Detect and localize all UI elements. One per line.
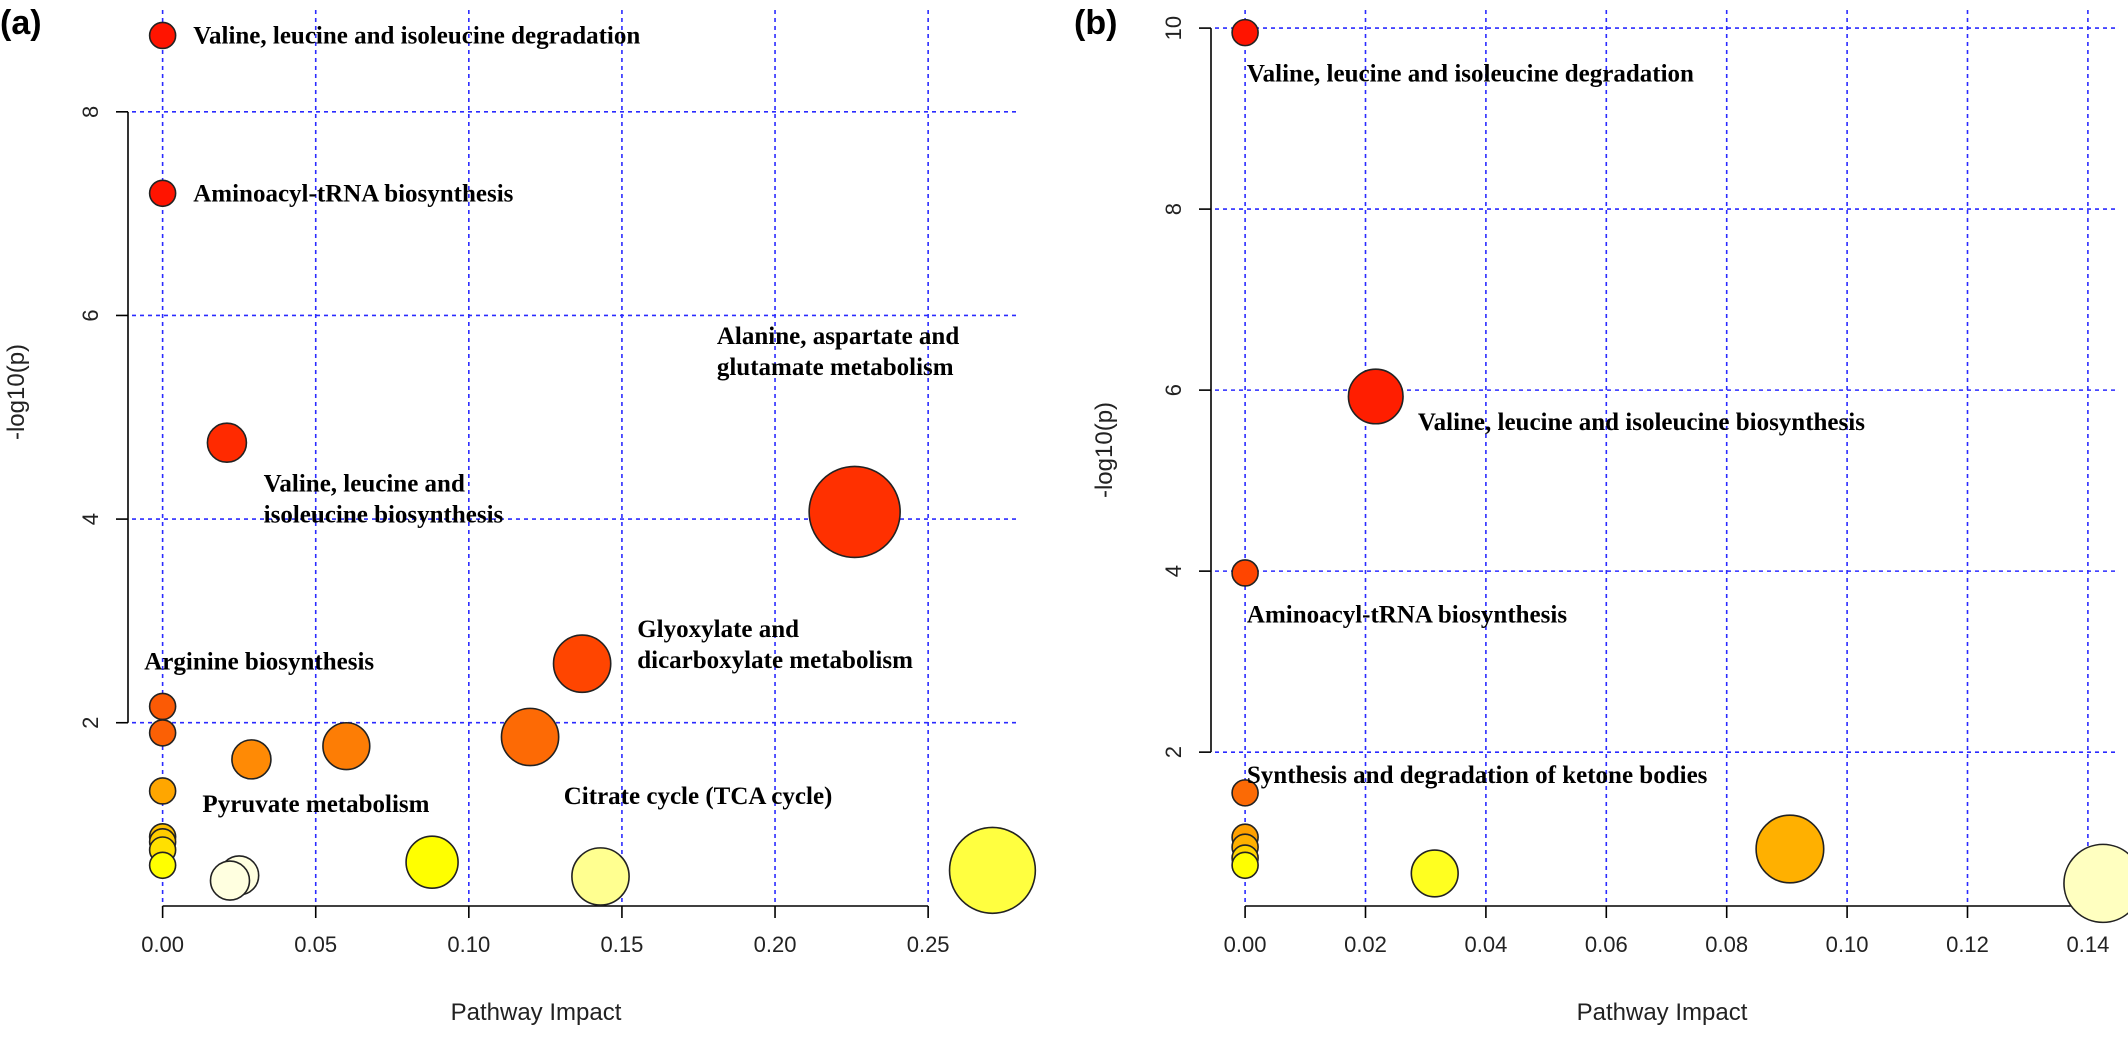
point-annotation: Aminoacyl-tRNA biosynthesis [1247,602,1567,629]
panel-b-gridlines [1215,10,2118,906]
point-annotation-line: Synthesis and degradation of ketone bodi… [1247,762,1708,789]
data-point [1755,814,1825,884]
data-point [231,739,272,780]
x-tick-label: 0.00 [141,932,184,957]
data-point [2063,843,2128,924]
point-annotation-line: Glyoxylate and [637,616,799,643]
x-tick-label: 0.20 [754,932,797,957]
data-point [1347,368,1404,425]
point-annotation-line: Pyruvate metabolism [202,791,429,818]
x-tick-label: 0.15 [601,932,644,957]
x-tick-label: 0.00 [1224,932,1267,957]
y-tick-label: 2 [1161,746,1186,758]
x-tick-label: 0.08 [1705,932,1748,957]
y-tick-label: 4 [78,513,103,525]
panel-a-label: (a) [0,4,42,42]
panel-b-annotations: Valine, leucine and isoleucine degradati… [1247,60,1865,788]
data-point [500,707,560,767]
point-annotation-line: Valine, leucine and isoleucine degradati… [1247,60,1694,87]
data-point [1231,779,1259,807]
x-tick-label: 0.12 [1946,932,1989,957]
y-tick-label: 6 [78,309,103,321]
y-tick-label: 2 [78,717,103,729]
x-tick-label: 0.25 [907,932,950,957]
data-point [148,21,177,50]
point-annotation: Alanine, aspartate and glutamate metaboli… [717,323,959,381]
panel-b-x-axis-title: Pathway Impact [1577,999,1748,1026]
point-annotation-line: Aminoacyl-tRNA biosynthesis [1247,602,1567,629]
y-tick-label: 8 [78,106,103,118]
panel-a-y-ticks: 2 4 6 8 [78,106,128,729]
y-tick-label: 8 [1161,203,1186,215]
point-annotation-line: Valine, leucine and isoleucine biosynthe… [1418,409,1865,436]
point-annotation: Synthesis and degradation of ketone bodi… [1247,762,1708,789]
panel-b-points [1231,18,2128,924]
point-annotation-line: Valine, leucine and [264,470,465,497]
point-annotation-line: Citrate cycle (TCA cycle) [564,783,833,810]
y-tick-label: 6 [1161,384,1186,396]
data-point [148,179,177,208]
point-annotation: Valine, leucine and isoleucine degradati… [1247,60,1694,87]
point-annotation: Citrate cycle (TCA cycle) [564,783,833,810]
y-tick-label: 4 [1161,565,1186,577]
panel-a-gridlines [132,10,1020,906]
panel-b-x-ticks: 0.00 0.02 0.04 0.06 0.08 0.10 0.12 0.14 [1224,906,2109,957]
x-tick-label: 0.14 [2066,932,2109,957]
panel-b-label: (b) [1074,4,1117,42]
data-point [552,634,612,694]
data-point [148,777,177,805]
data-point [571,847,630,906]
data-point [148,851,177,880]
data-point [1231,851,1259,880]
panel-a-axes [127,111,929,907]
y-tick-label: 10 [1161,16,1186,40]
data-point [206,422,248,464]
point-annotation: Valine, leucine and isoleucine degradati… [193,22,640,49]
data-point [405,835,459,890]
point-annotation: Valine, leucine and isoleucine biosynthe… [1418,409,1865,436]
panel-a-x-axis-title: Pathway Impact [451,999,622,1026]
x-tick-label: 0.06 [1585,932,1628,957]
data-point [1231,559,1259,587]
point-annotation-line: Arginine biosynthesis [144,649,374,676]
data-point [948,826,1037,915]
data-point [1410,849,1459,898]
panel-a: (a) 0.00 0.05 0.10 0.15 0.20 0.25 2 4 6 8 Valine… [0,4,1037,1026]
point-annotation: Pyruvate metabolism [202,791,429,818]
panel-a-x-ticks: 0.00 0.05 0.10 0.15 0.20 0.25 [141,906,950,957]
data-point [148,719,177,747]
data-point [148,692,177,721]
panel-b-y-ticks: 2 4 6 8 10 [1161,16,1211,758]
x-tick-label: 0.05 [294,932,337,957]
point-annotation-line: dicarboxylate metabolism [637,647,913,674]
panel-b-y-axis-title: -log10(p) [1091,402,1118,498]
data-point [209,860,251,901]
point-annotation-line: Aminoacyl-tRNA biosynthesis [193,180,513,207]
point-annotation: Valine, leucine and isoleucine biosynthes… [264,470,504,528]
x-tick-label: 0.10 [447,932,490,957]
data-point [1231,18,1259,47]
point-annotation-line: Alanine, aspartate and [717,323,959,350]
x-tick-label: 0.04 [1464,932,1507,957]
data-point [322,721,371,771]
point-annotation-line: Valine, leucine and isoleucine degradati… [193,22,640,49]
x-tick-label: 0.10 [1826,932,1869,957]
x-tick-label: 0.02 [1344,932,1387,957]
point-annotation-line: isoleucine biosynthesis [264,501,504,528]
panel-b: (b) 0.00 0.02 0.04 0.06 0.08 0.10 0.12 0.14 2 4 6… [1074,4,2128,1026]
point-annotation-line: glutamate metabolism [717,354,954,381]
data-point [808,465,901,559]
point-annotation: Glyoxylate and dicarboxylate metabolism [637,616,913,674]
point-annotation: Aminoacyl-tRNA biosynthesis [193,180,513,207]
panel-a-points [148,21,1037,915]
panel-a-annotations: Valine, leucine and isoleucine degradati… [144,22,959,818]
point-annotation: Arginine biosynthesis [144,649,374,676]
panel-a-y-axis-title: -log10(p) [3,344,30,440]
